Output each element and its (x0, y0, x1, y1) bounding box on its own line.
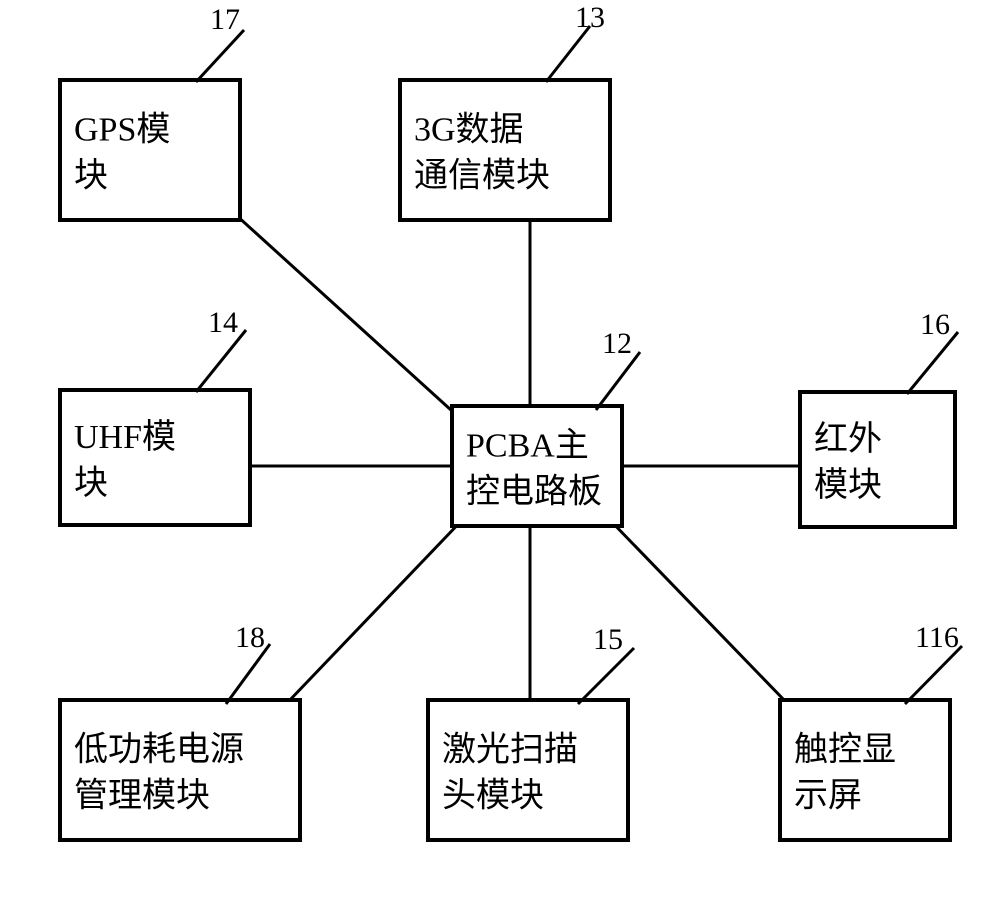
ref-number-laser: 15 (593, 623, 623, 656)
ref-leader-gps (196, 30, 244, 82)
node-box-touch (780, 700, 950, 840)
node-label-center-line1: 控电路板 (466, 472, 602, 510)
node-label-pwr-line1: 管理模块 (74, 776, 210, 814)
node-label-ir-line1: 模块 (814, 466, 882, 504)
node-label-ir-line0: 红外 (814, 420, 882, 458)
node-label-touch-line0: 触控显 (794, 730, 896, 768)
ref-leader-ir (907, 332, 958, 394)
ref-number-touch: 116 (915, 621, 959, 654)
node-box-3g (400, 80, 610, 220)
node-gps: GPS模块 17 (60, 3, 244, 220)
ref-number-center: 12 (602, 327, 632, 360)
node-pwr: 低功耗电源管理模块 18 (60, 621, 300, 840)
node-box-gps (60, 80, 240, 220)
edge-center-gps (236, 215, 462, 420)
node-label-center-line0: PCBA主 (466, 427, 589, 464)
node-box-ir (800, 392, 955, 527)
node-label-pwr-line0: 低功耗电源 (74, 730, 244, 768)
ref-leader-3g (546, 26, 590, 82)
node-label-gps-line1: 块 (74, 157, 108, 194)
node-box-uhf (60, 390, 250, 525)
node-label-gps-line0: GPS模 (74, 110, 170, 148)
node-uhf: UHF模块 14 (60, 306, 250, 525)
ref-leader-laser (578, 648, 634, 704)
node-label-uhf-line1: 块 (74, 465, 108, 502)
node-label-laser-line1: 头模块 (442, 776, 544, 814)
ref-leader-center (596, 352, 640, 410)
node-touch: 触控显示屏 116 (780, 621, 962, 840)
node-box-pwr (60, 700, 300, 840)
node-label-uhf-line0: UHF模 (74, 418, 176, 456)
ref-number-pwr: 18 (235, 621, 265, 654)
node-box-laser (428, 700, 628, 840)
ref-leader-touch (905, 646, 962, 704)
ref-number-gps: 17 (210, 3, 240, 36)
node-center: PCBA主控电路板 12 (452, 327, 640, 526)
node-label-3g-line0: 3G数据 (414, 110, 524, 148)
node-3g: 3G数据通信模块 13 (400, 1, 610, 220)
ref-leader-uhf (196, 330, 246, 392)
node-ir: 红外模块 16 (800, 308, 958, 527)
ref-number-uhf: 14 (208, 306, 238, 339)
nodes-layer: PCBA主控电路板12GPS模块173G数据通信模块13UHF模块14红外模块1… (60, 1, 962, 840)
edge-center-touch (606, 516, 786, 702)
edge-center-pwr (288, 516, 466, 702)
ref-number-ir: 16 (920, 308, 950, 341)
node-label-3g-line1: 通信模块 (414, 156, 550, 194)
node-label-laser-line0: 激光扫描 (442, 730, 578, 768)
node-label-touch-line1: 示屏 (794, 777, 862, 814)
ref-number-3g: 13 (575, 1, 605, 34)
